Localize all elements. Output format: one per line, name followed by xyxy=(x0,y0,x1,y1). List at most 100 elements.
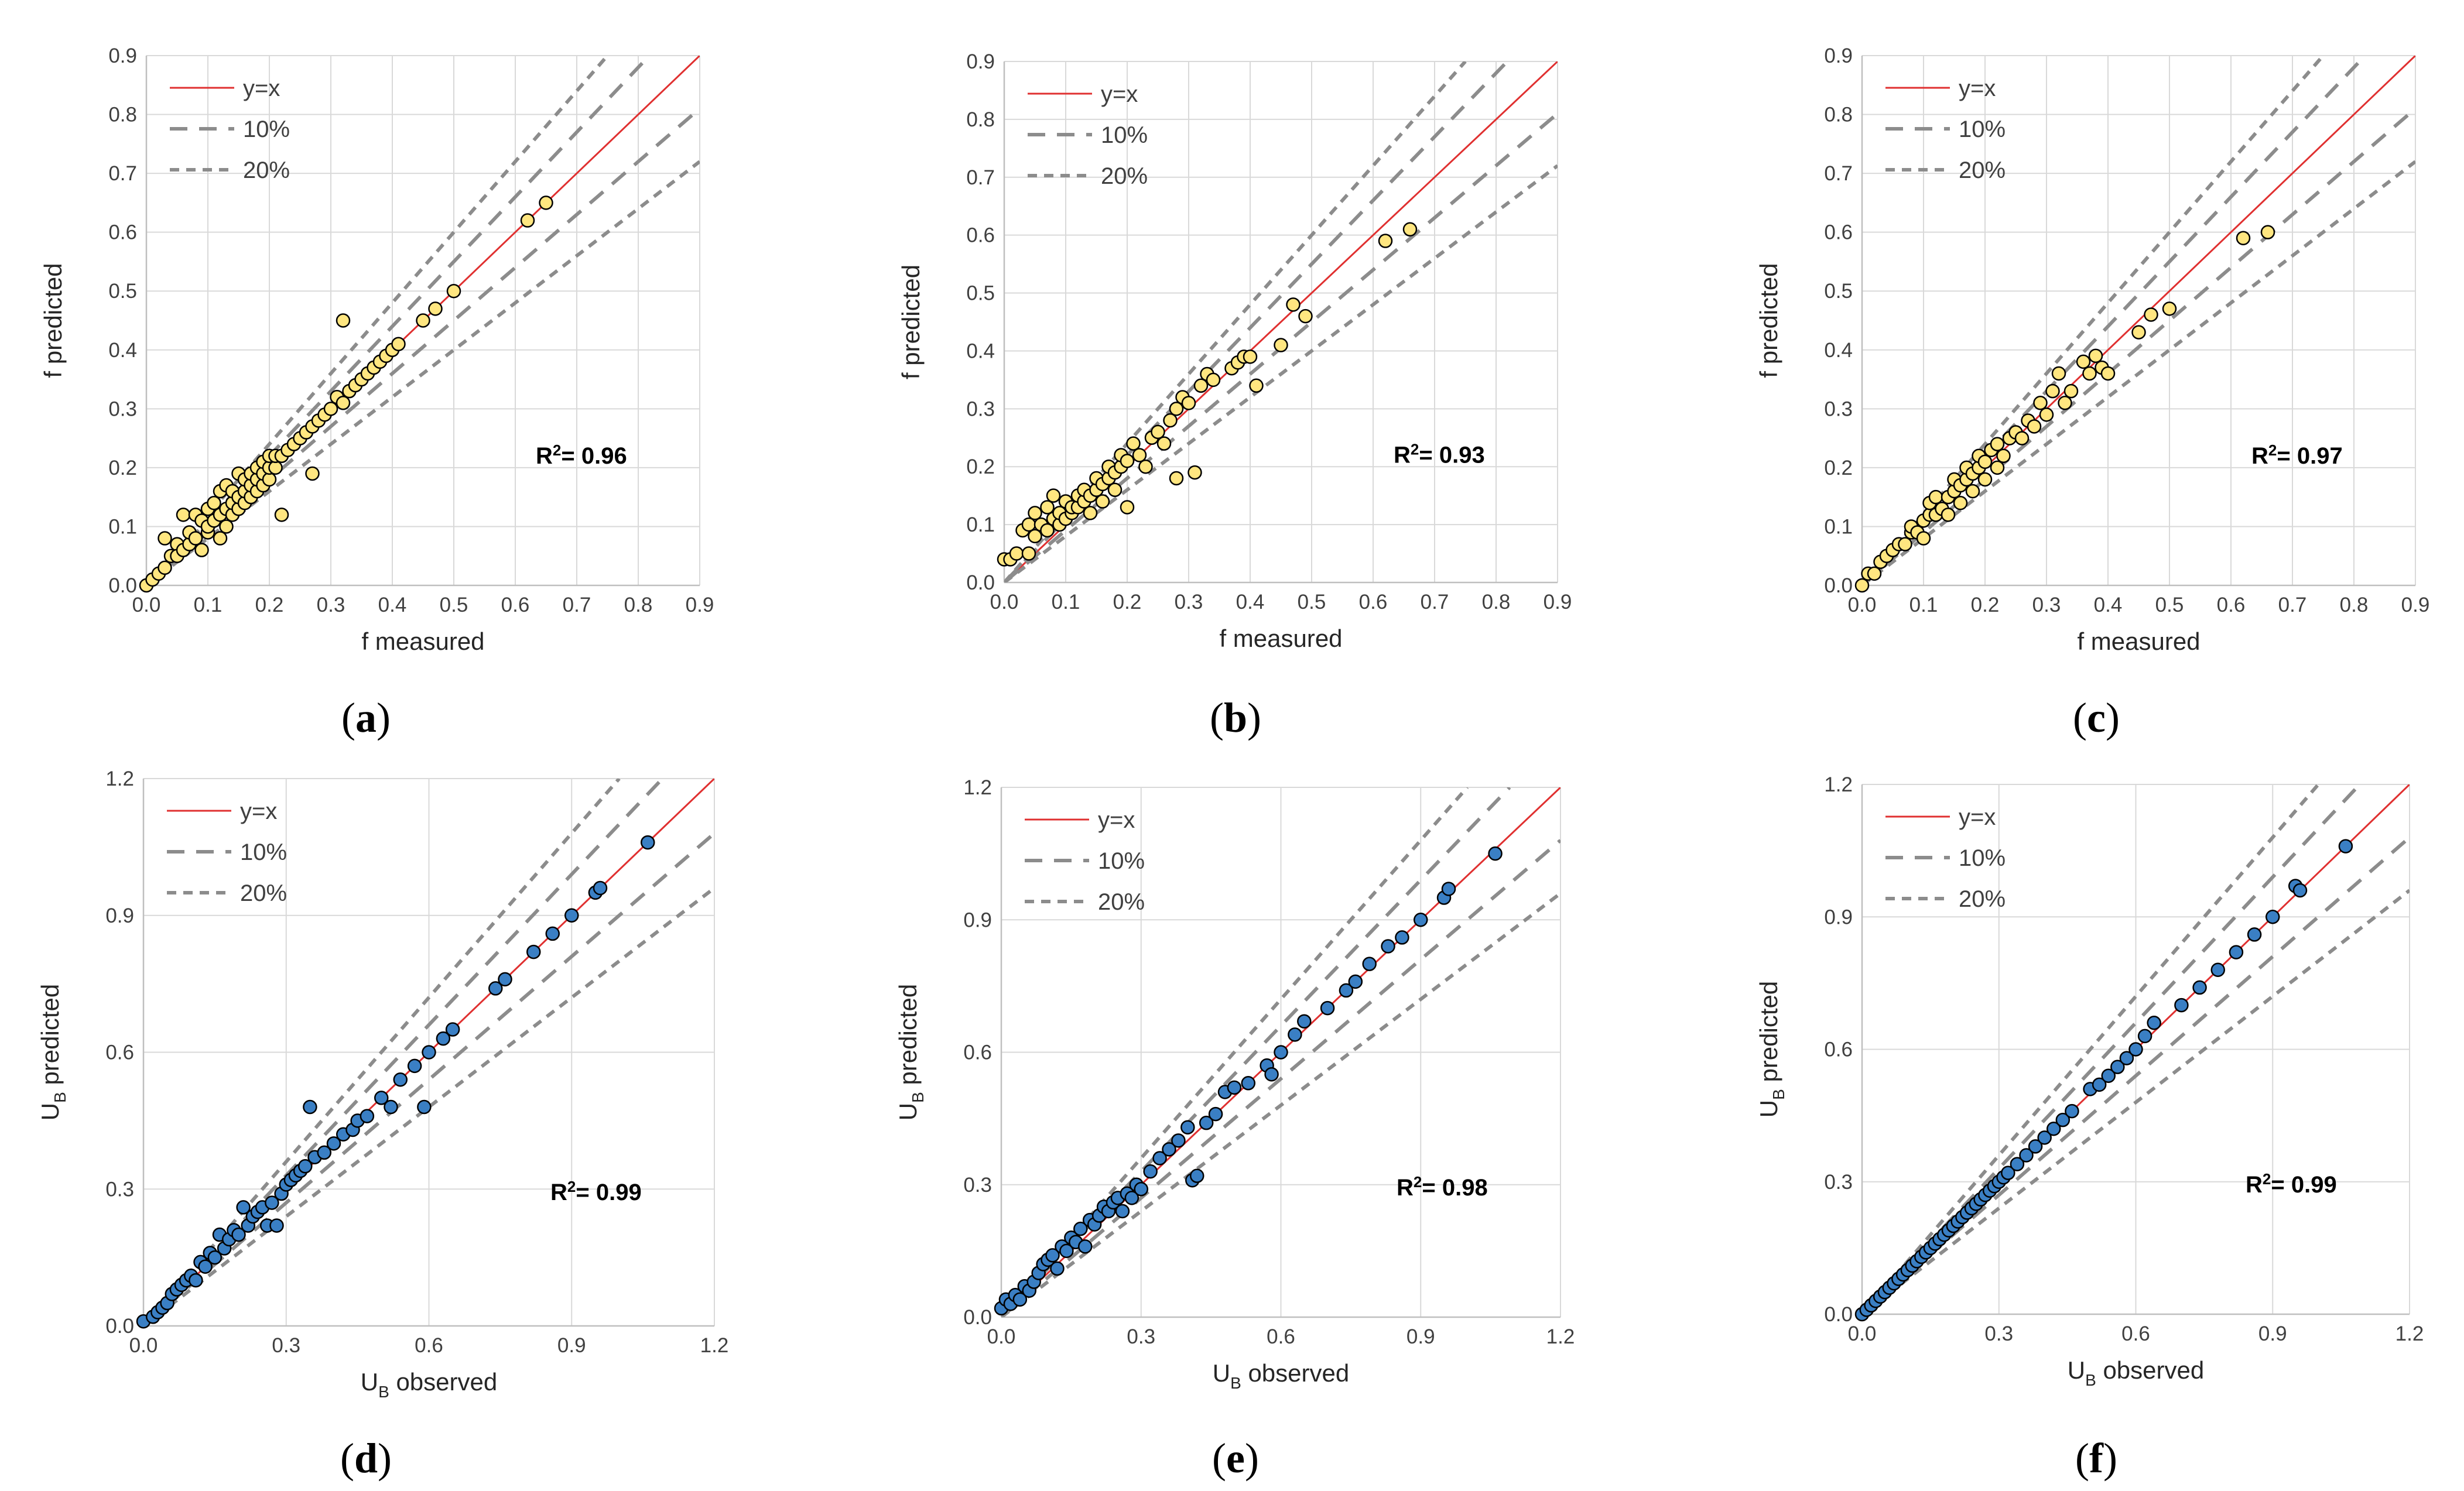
data-point xyxy=(1928,489,1943,505)
data-point xyxy=(2192,980,2207,995)
data-point xyxy=(545,926,560,941)
r-squared-symbol: R xyxy=(550,1180,567,1205)
data-point xyxy=(416,313,430,328)
x-axis-title-main: U xyxy=(2068,1356,2085,1384)
data-points xyxy=(139,196,553,593)
x-tick-label: 0.5 xyxy=(2155,594,2184,616)
data-point xyxy=(1274,1045,1288,1060)
legend-label: 20% xyxy=(1959,157,2006,183)
legend: y=x 10% 20% xyxy=(170,76,290,183)
data-point xyxy=(1286,297,1301,312)
x-tick-label: 0.7 xyxy=(2278,594,2307,616)
data-point xyxy=(317,1145,331,1160)
data-point xyxy=(1208,1106,1223,1122)
data-point xyxy=(158,531,172,546)
data-point xyxy=(269,1218,284,1233)
data-point xyxy=(2063,383,2079,399)
x-axis-title: UB observed xyxy=(2068,1356,2204,1389)
y-tick-label: 0.8 xyxy=(966,108,995,131)
y-axis-title-rest: predicted xyxy=(894,984,922,1092)
data-point xyxy=(1977,454,1993,469)
x-tick-label: 0.2 xyxy=(1113,591,1142,613)
data-point xyxy=(1181,396,1196,410)
data-point xyxy=(1965,484,1980,499)
data-point xyxy=(360,1109,375,1123)
x-axis-title-rest: observed xyxy=(389,1368,497,1396)
panel-label: (f) xyxy=(2075,1435,2117,1482)
data-point xyxy=(1193,378,1209,393)
x-tick-label: 0.1 xyxy=(1909,594,1938,616)
data-point xyxy=(1187,465,1202,480)
r-squared-symbol: R xyxy=(2246,1172,2263,1198)
data-point xyxy=(1171,1133,1186,1148)
y-axis-title-main: U xyxy=(894,1103,922,1120)
x-axis-title-subscript: B xyxy=(2085,1371,2096,1389)
y-tick-label: 0.2 xyxy=(1824,457,1853,479)
chart-panel-b: 0.0 0.1 0.2 0.3 0.4 0.5 0.6 0.7 0.8 0.9 0.0 0.1 0.2 0… xyxy=(897,50,1572,652)
panel-label-letter: c xyxy=(2087,694,2106,741)
r-squared-annotation: R2= 0.97 xyxy=(2251,441,2343,469)
legend-label: y=x xyxy=(1098,807,1135,833)
data-point xyxy=(2010,1157,2025,1171)
data-point xyxy=(1152,1151,1167,1166)
data-point xyxy=(417,1099,432,1115)
data-point xyxy=(188,531,203,546)
y-tick-label: 0.3 xyxy=(1824,1171,1853,1194)
x-axis-title-main: U xyxy=(361,1368,378,1396)
data-point xyxy=(2014,431,2030,445)
y-tick-label: 0.6 xyxy=(966,224,995,247)
data-points xyxy=(997,222,1418,567)
panel-label-close-paren: ) xyxy=(1245,1435,1259,1482)
data-point xyxy=(1320,1000,1335,1016)
data-points xyxy=(136,835,655,1329)
x-tick-label: 0.0 xyxy=(990,591,1019,613)
data-point xyxy=(2001,1166,2015,1180)
data-point xyxy=(1348,974,1363,989)
x-tick-label: 0.4 xyxy=(2094,594,2123,616)
panel-label-open-paren: ( xyxy=(340,1435,354,1482)
data-point xyxy=(520,213,535,228)
data-point xyxy=(1274,338,1288,352)
data-point xyxy=(1441,882,1456,896)
y-tick-label: 0.9 xyxy=(963,909,992,931)
legend-label: 20% xyxy=(1098,889,1145,915)
data-point xyxy=(2174,998,2189,1013)
x-tick-label: 1.2 xyxy=(2395,1322,2424,1345)
x-tick-label: 0.0 xyxy=(132,594,161,616)
data-point xyxy=(207,495,221,510)
y-tick-label: 0.7 xyxy=(966,166,995,189)
data-point xyxy=(2137,1029,2152,1044)
x-tick-label: 0.3 xyxy=(272,1334,300,1357)
data-point xyxy=(1169,471,1184,486)
x-tick-label: 0.1 xyxy=(194,594,223,616)
data-points xyxy=(1854,839,2353,1322)
data-point xyxy=(326,1136,341,1151)
data-point xyxy=(1012,1292,1028,1307)
panel-label-open-paren: ( xyxy=(1210,694,1224,741)
y-tick-label: 0.7 xyxy=(1824,162,1853,185)
y-axis-title-subscript: B xyxy=(909,1092,927,1103)
data-point xyxy=(1339,983,1354,998)
panel-label-open-paren: ( xyxy=(2075,1435,2089,1482)
data-point xyxy=(1095,494,1110,509)
legend-label: 10% xyxy=(1098,848,1145,874)
y-tick-label: 0.9 xyxy=(105,904,134,927)
y-tick-label: 0.5 xyxy=(1824,280,1853,303)
twenty-percent-band-line xyxy=(143,886,714,1326)
data-point xyxy=(1045,1248,1060,1263)
data-point xyxy=(207,1250,223,1265)
data-point xyxy=(2039,407,2054,422)
data-point xyxy=(1288,1027,1302,1042)
data-point xyxy=(1381,939,1395,954)
r-squared-value: = 0.99 xyxy=(576,1180,641,1205)
x-axis-title-rest: observed xyxy=(2096,1356,2204,1384)
data-point xyxy=(1488,846,1503,861)
y-tick-label: 0.8 xyxy=(108,104,137,126)
data-point xyxy=(2100,366,2116,381)
data-point xyxy=(1046,488,1061,503)
x-tick-label: 0.2 xyxy=(255,594,284,616)
y-tick-label: 0.0 xyxy=(963,1306,992,1329)
r-squared-superscript: 2 xyxy=(553,441,561,459)
panel-label-close-paren: ) xyxy=(2106,694,2120,741)
ten-percent-band-line xyxy=(1001,839,1560,1317)
